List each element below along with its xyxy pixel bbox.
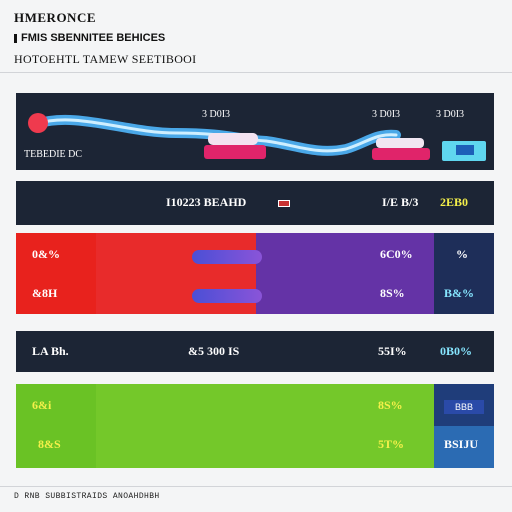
marker-label-1: 3 D0I3 [202, 109, 231, 120]
red-row-2-left: &8H [32, 286, 58, 300]
dark-row[interactable]: LA Bh. &5 300 IS 55I% 0B0% [16, 331, 494, 372]
subtitle-text: FMIS SBENNITEE BEHICES [21, 32, 166, 44]
header-divider [0, 72, 512, 73]
dark-row-left: LA Bh. [32, 344, 69, 358]
red-row-1-mid: 6C0% [380, 247, 413, 261]
station-cap-1 [208, 133, 258, 145]
green-row-1-far: BBB [454, 402, 473, 412]
station-cap-2 [376, 138, 424, 148]
green-block: BBB 6&i 8S% 8&S 5T% BSIJU [16, 384, 494, 468]
purple-segment [256, 233, 434, 314]
summary-right-b: 2EB0 [440, 195, 469, 209]
green-row-2-left: 8&S [38, 437, 61, 451]
station-window-3 [456, 145, 474, 155]
green-row-1-mid: 8S% [378, 398, 403, 412]
track-graphic [28, 113, 486, 161]
station-marker-1[interactable] [204, 145, 266, 159]
track-label: TEBEDIE DC [24, 149, 83, 160]
track-panel: 3 D0I3 3 D0I3 3 D0I3 TEBEDIE DC [16, 93, 494, 170]
summary-center: I10223 BEAHD [166, 195, 247, 209]
brand-title: HMERONCE [14, 10, 96, 25]
green-row-2-mid: 5T% [378, 437, 405, 451]
marker-label-3: 3 D0I3 [436, 109, 465, 120]
dark-row-center: &5 300 IS [188, 344, 240, 358]
bullet-icon [14, 33, 17, 43]
navy-segment [434, 233, 494, 314]
red-row-1-far: % [456, 247, 468, 261]
page-subtitle: FMIS SBENNITEE BEHICES [14, 32, 498, 44]
start-dot[interactable] [28, 113, 48, 133]
progress-pill-1[interactable] [192, 250, 262, 264]
header-link[interactable]: HOTOEHTL TAMEW SEETIBOOI [14, 52, 197, 66]
green-mid-segment [96, 384, 434, 468]
page-header: HMERONCE FMIS SBENNITEE BEHICES HOTOEHTL… [14, 10, 498, 67]
footer-divider [0, 486, 512, 487]
dark-row-right-b: 0B0% [440, 344, 473, 358]
summary-right-a: I/E B/3 [382, 195, 419, 209]
green-row-2-far: BSIJU [444, 437, 479, 451]
summary-row[interactable]: I10223 BEAHD I/E B/3 2EB0 [16, 181, 494, 225]
marker-label-2: 3 D0I3 [372, 109, 401, 120]
progress-pill-2[interactable] [192, 289, 262, 303]
footer-text: D RNB SUBBISTRAIDS ANOAHDHBH [14, 492, 160, 501]
station-marker-2[interactable] [372, 148, 430, 160]
green-row-1-left: 6&i [32, 398, 52, 412]
red-block: 0&% 6C0% % &8H 8S% B&% [16, 233, 494, 314]
green-row-1-badge[interactable]: BBB [444, 400, 484, 414]
red-row-2-mid: 8S% [380, 286, 405, 300]
blue-green-segment [434, 426, 494, 468]
flag-icon [278, 200, 290, 207]
dark-row-right-a: 55I% [378, 344, 407, 358]
red-row-1-left: 0&% [32, 247, 60, 261]
red-row-2-far: B&% [444, 286, 474, 300]
